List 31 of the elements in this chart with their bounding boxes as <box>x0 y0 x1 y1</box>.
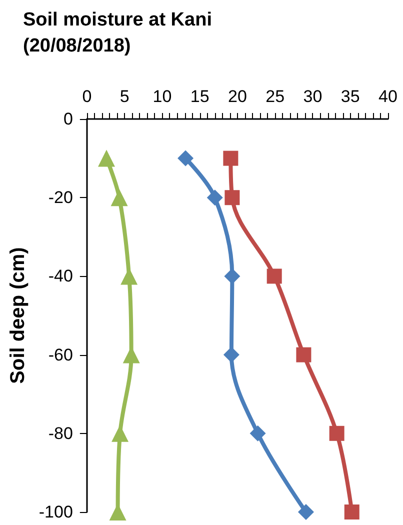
y-tick-label: -80 <box>48 424 73 443</box>
point <box>223 150 238 166</box>
y-tick-label: -20 <box>48 188 73 208</box>
x-tick-label: 40 <box>378 87 398 106</box>
y-tick-label: -60 <box>48 345 73 364</box>
point <box>178 150 194 166</box>
point <box>223 346 240 363</box>
x-tick-label: 5 <box>120 87 130 106</box>
y-tick-label: -40 <box>48 266 73 286</box>
y-tick-label: 0 <box>63 110 73 128</box>
chart-title: Soil moisture at Kani (20/08/2018) <box>23 10 212 56</box>
x-tick-label: 35 <box>340 87 360 106</box>
point <box>224 268 240 284</box>
y-axis-title: Soil deep (cm) <box>7 247 29 384</box>
point <box>98 150 115 167</box>
point <box>344 504 360 520</box>
x-tick-label: 10 <box>152 87 172 106</box>
point <box>224 190 240 206</box>
x-tick-label: 0 <box>82 87 92 106</box>
y-tick-label: -100 <box>38 502 73 522</box>
point <box>298 504 314 520</box>
point <box>206 190 223 206</box>
point <box>110 189 128 206</box>
x-tick-label: 15 <box>190 87 210 106</box>
point <box>296 347 312 362</box>
point <box>250 425 266 442</box>
x-tick-label: 20 <box>228 87 247 106</box>
point <box>329 426 344 441</box>
x-tick-label: 30 <box>303 87 322 106</box>
point <box>266 268 282 284</box>
x-tick-label: 25 <box>266 87 285 106</box>
